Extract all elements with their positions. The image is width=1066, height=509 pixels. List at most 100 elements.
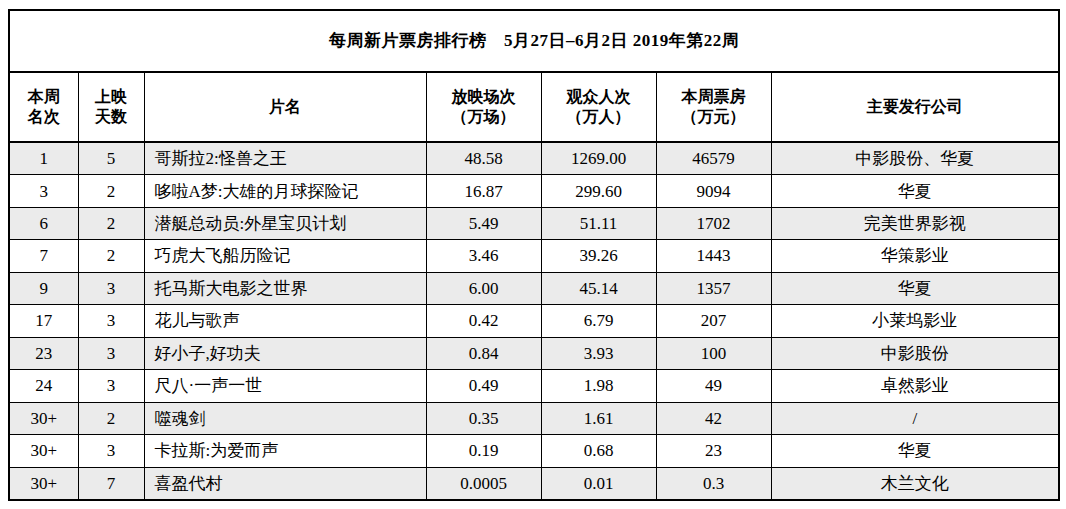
table-row: 30+3卡拉斯:为爱而声0.190.6823华夏 [9,435,1059,467]
table-row: 233好小子,好功夫0.843.93100中影股份 [9,337,1059,369]
cell-rank: 7 [9,240,78,272]
table-row: 243尺八·一声一世0.491.9849卓然影业 [9,370,1059,402]
table-body: 15哥斯拉2:怪兽之王48.581269.0046579中影股份、华夏32哆啦A… [9,142,1059,500]
table-row: 30+7喜盈代村0.00050.010.3木兰文化 [9,467,1059,500]
cell-box-office: 46579 [656,142,771,175]
cell-distributor: 华夏 [771,272,1059,304]
cell-audience: 1269.00 [541,142,656,175]
header-box-office-line1: 本周票房 [661,87,767,107]
cell-screenings: 3.46 [426,240,541,272]
cell-screenings: 0.19 [426,435,541,467]
cell-days: 2 [78,240,144,272]
cell-screenings: 6.00 [426,272,541,304]
cell-days: 7 [78,467,144,500]
cell-distributor: / [771,402,1059,434]
cell-screenings: 0.49 [426,370,541,402]
cell-audience: 3.93 [541,337,656,369]
cell-box-office: 42 [656,402,771,434]
cell-distributor: 木兰文化 [771,467,1059,500]
cell-screenings: 0.35 [426,402,541,434]
cell-box-office: 49 [656,370,771,402]
cell-distributor: 华夏 [771,435,1059,467]
cell-distributor: 中影股份 [771,337,1059,369]
cell-rank: 9 [9,272,78,304]
cell-distributor: 完美世界影视 [771,207,1059,239]
cell-audience: 1.98 [541,370,656,402]
cell-title: 哆啦A梦:大雄的月球探险记 [144,175,426,207]
cell-title: 托马斯大电影之世界 [144,272,426,304]
header-audience: 观众人次 （万人） [541,72,656,142]
header-days: 上映 天数 [78,72,144,142]
table-row: 15哥斯拉2:怪兽之王48.581269.0046579中影股份、华夏 [9,142,1059,175]
cell-box-office: 1702 [656,207,771,239]
header-rank-line1: 本周 [14,87,74,107]
cell-days: 2 [78,207,144,239]
cell-audience: 0.68 [541,435,656,467]
box-office-table-container: 每周新片票房排行榜 5月27日–6月2日 2019年第22周 本周 名次 上映 … [8,9,1058,501]
header-screenings: 放映场次 （万场） [426,72,541,142]
cell-distributor: 华夏 [771,175,1059,207]
cell-days: 5 [78,142,144,175]
header-days-line1: 上映 [83,87,140,107]
table-row: 173花儿与歌声0.426.79207小莱坞影业 [9,305,1059,337]
cell-distributor: 华策影业 [771,240,1059,272]
cell-audience: 0.01 [541,467,656,500]
table-header-row: 本周 名次 上映 天数 片名 放映场次 （万场） 观众人次 （万人） [9,72,1059,142]
cell-audience: 6.79 [541,305,656,337]
cell-screenings: 48.58 [426,142,541,175]
cell-rank: 3 [9,175,78,207]
cell-screenings: 0.0005 [426,467,541,500]
table-title: 每周新片票房排行榜 5月27日–6月2日 2019年第22周 [9,10,1059,72]
cell-screenings: 0.42 [426,305,541,337]
header-audience-line2: （万人） [546,107,652,127]
cell-title: 噬魂剑 [144,402,426,434]
cell-box-office: 23 [656,435,771,467]
cell-box-office: 100 [656,337,771,369]
cell-title: 好小子,好功夫 [144,337,426,369]
cell-days: 3 [78,272,144,304]
header-rank: 本周 名次 [9,72,78,142]
header-audience-line1: 观众人次 [546,87,652,107]
header-film-title: 片名 [144,72,426,142]
cell-audience: 39.26 [541,240,656,272]
cell-title: 喜盈代村 [144,467,426,500]
header-rank-line2: 名次 [14,107,74,127]
cell-rank: 24 [9,370,78,402]
cell-rank: 17 [9,305,78,337]
header-film-title-line1: 片名 [149,97,422,117]
table-row: 62潜艇总动员:外星宝贝计划5.4951.111702完美世界影视 [9,207,1059,239]
cell-box-office: 1357 [656,272,771,304]
cell-rank: 30+ [9,435,78,467]
header-days-line2: 天数 [83,107,140,127]
cell-title: 潜艇总动员:外星宝贝计划 [144,207,426,239]
cell-rank: 30+ [9,402,78,434]
cell-title: 尺八·一声一世 [144,370,426,402]
cell-audience: 45.14 [541,272,656,304]
cell-audience: 299.60 [541,175,656,207]
header-screenings-line1: 放映场次 [431,87,537,107]
cell-title: 卡拉斯:为爱而声 [144,435,426,467]
cell-box-office: 207 [656,305,771,337]
cell-screenings: 0.84 [426,337,541,369]
cell-days: 3 [78,337,144,369]
header-box-office: 本周票房 （万元） [656,72,771,142]
cell-title: 花儿与歌声 [144,305,426,337]
cell-title: 哥斯拉2:怪兽之王 [144,142,426,175]
header-screenings-line2: （万场） [431,107,537,127]
table-row: 93托马斯大电影之世界6.0045.141357华夏 [9,272,1059,304]
cell-box-office: 0.3 [656,467,771,500]
box-office-table: 每周新片票房排行榜 5月27日–6月2日 2019年第22周 本周 名次 上映 … [8,9,1060,501]
cell-days: 3 [78,370,144,402]
table-title-row: 每周新片票房排行榜 5月27日–6月2日 2019年第22周 [9,10,1059,72]
cell-audience: 1.61 [541,402,656,434]
header-box-office-line2: （万元） [661,107,767,127]
header-distributor-line1: 主要发行公司 [776,97,1055,117]
table-row: 30+2噬魂剑0.351.6142/ [9,402,1059,434]
cell-days: 3 [78,435,144,467]
cell-screenings: 16.87 [426,175,541,207]
cell-rank: 23 [9,337,78,369]
cell-distributor: 卓然影业 [771,370,1059,402]
cell-title: 巧虎大飞船历险记 [144,240,426,272]
cell-rank: 6 [9,207,78,239]
cell-rank: 1 [9,142,78,175]
